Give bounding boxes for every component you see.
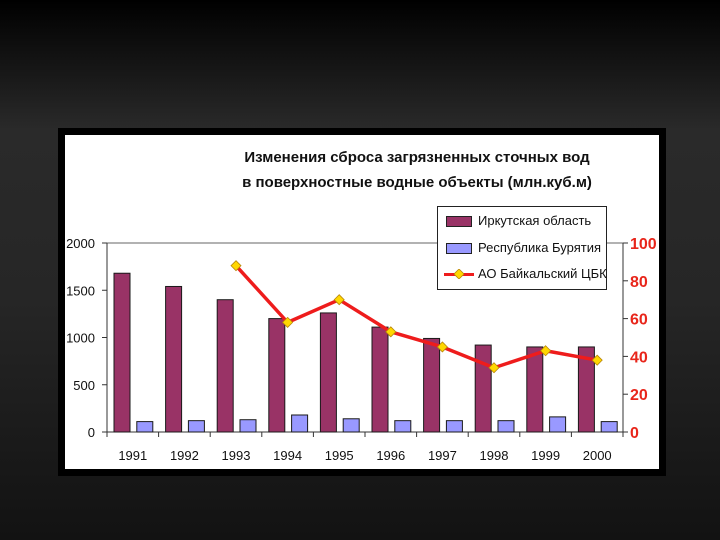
chart-subtitle: в поверхностные водные объекты (млн.куб.… bbox=[242, 174, 592, 191]
x-tick-label: 2000 bbox=[583, 448, 612, 463]
x-tick-label: 1998 bbox=[480, 448, 509, 463]
legend-item-bcbk: АО Байкальский ЦБК bbox=[438, 264, 607, 284]
x-tick-label: 1999 bbox=[531, 448, 560, 463]
x-tick-label: 1992 bbox=[170, 448, 199, 463]
bar-buryatia bbox=[136, 421, 154, 433]
point-bcbk bbox=[436, 341, 448, 353]
legend-swatch-buryatia bbox=[446, 243, 472, 254]
bar-irkutsk bbox=[216, 299, 234, 433]
legend-label-bcbk: АО Байкальский ЦБК bbox=[478, 266, 607, 281]
point-bcbk bbox=[488, 362, 500, 374]
bar-irkutsk bbox=[165, 285, 183, 433]
bar-buryatia bbox=[549, 416, 567, 433]
y-right-tick-label: 40 bbox=[630, 349, 648, 366]
bar-irkutsk bbox=[474, 344, 492, 433]
y-left-tick-label: 1000 bbox=[66, 331, 95, 346]
chart-area: 0 500 1000 1500 2000 0 20 40 60 80 100 1991 1992 1993… bbox=[65, 135, 659, 469]
bar-buryatia bbox=[342, 418, 360, 433]
bar-buryatia bbox=[291, 414, 309, 433]
bar-irkutsk bbox=[423, 337, 441, 433]
point-bcbk bbox=[230, 260, 242, 272]
legend-label-irkutsk: Иркутская область bbox=[478, 213, 592, 228]
point-bcbk bbox=[282, 316, 294, 328]
y-left-tick-label: 500 bbox=[73, 378, 95, 393]
legend-swatch-irkutsk bbox=[446, 216, 472, 227]
bar-irkutsk bbox=[526, 346, 544, 433]
bar-buryatia bbox=[394, 420, 412, 433]
x-tick-label: 1991 bbox=[118, 448, 147, 463]
point-bcbk bbox=[540, 345, 552, 357]
bar-buryatia bbox=[187, 420, 205, 433]
point-bcbk bbox=[333, 294, 345, 306]
x-tick-label: 1993 bbox=[222, 448, 251, 463]
legend-marker-bcbk bbox=[454, 269, 464, 279]
y-left-tick-label: 1500 bbox=[66, 283, 95, 298]
chart-legend: Иркутская область Республика Бурятия АО … bbox=[437, 206, 607, 290]
x-tick-label: 1995 bbox=[325, 448, 354, 463]
legend-item-irkutsk: Иркутская область bbox=[438, 211, 606, 231]
bar-irkutsk bbox=[113, 272, 131, 433]
legend-label-buryatia: Республика Бурятия bbox=[478, 240, 602, 255]
bar-irkutsk bbox=[268, 318, 286, 433]
bar-irkutsk bbox=[577, 346, 595, 433]
y-right-tick-label: 60 bbox=[630, 312, 648, 329]
y-right-tick-label: 80 bbox=[630, 274, 648, 291]
line-bcbk bbox=[234, 264, 598, 370]
bar-buryatia bbox=[600, 421, 618, 433]
legend-item-buryatia: Республика Бурятия bbox=[438, 238, 606, 258]
x-tick-label: 1994 bbox=[273, 448, 302, 463]
y-left-tick-label: 2000 bbox=[66, 236, 95, 251]
y-left-tick-label: 0 bbox=[88, 425, 95, 440]
y-right-tick-label: 0 bbox=[630, 425, 639, 442]
chart-title: Изменения сброса загрязненных сточных во… bbox=[244, 149, 590, 166]
point-bcbk bbox=[385, 326, 397, 338]
y-right-tick-label: 20 bbox=[630, 387, 648, 404]
bar-buryatia bbox=[445, 420, 463, 433]
y-right-tick-label: 100 bbox=[630, 236, 657, 253]
bar-buryatia bbox=[239, 419, 257, 433]
x-tick-label: 1997 bbox=[428, 448, 457, 463]
bar-irkutsk bbox=[319, 312, 337, 433]
chart-svg: 0 500 1000 1500 2000 0 20 40 60 80 100 1991 1992 1993… bbox=[66, 236, 657, 463]
point-bcbk bbox=[591, 354, 603, 366]
x-tick-label: 1996 bbox=[376, 448, 405, 463]
bar-buryatia bbox=[497, 420, 515, 433]
bar-irkutsk bbox=[371, 326, 389, 433]
